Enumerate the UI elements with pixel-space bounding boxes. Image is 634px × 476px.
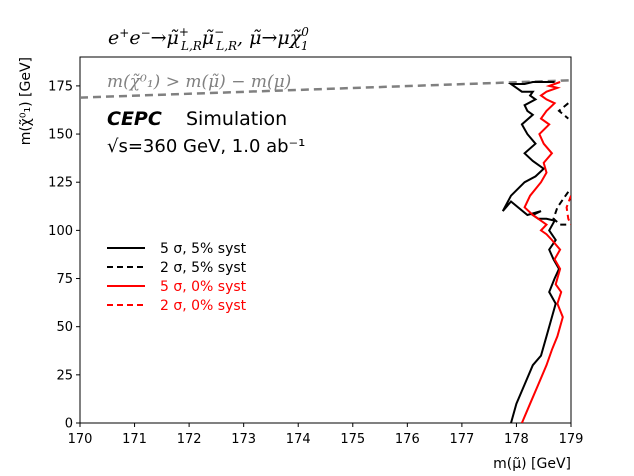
constraint-line — [80, 79, 571, 99]
y-tick-label: 125 — [48, 176, 73, 191]
x-tick-label: 172 — [177, 432, 202, 447]
simulation-label: Simulation — [186, 108, 287, 130]
constraint-label: m(χ̃⁰₁) > m(μ̃) − m(μ) — [107, 72, 291, 92]
series-line-2 — [552, 191, 570, 226]
plot-frame — [79, 56, 572, 424]
legend-label: 2 σ, 0% syst — [160, 298, 247, 314]
y-tick-label: 150 — [48, 128, 73, 143]
y-tick-label: 100 — [48, 224, 73, 239]
legend-label: 5 σ, 5% syst — [160, 241, 247, 257]
experiment-label: CEPC — [107, 108, 162, 130]
x-tick-label: 176 — [395, 432, 420, 447]
y-tick-label: 50 — [56, 320, 73, 335]
x-tick-label: 179 — [559, 432, 584, 447]
series-layer — [80, 79, 571, 423]
legend-label: 5 σ, 0% syst — [160, 279, 247, 295]
x-tick-label: 170 — [68, 432, 93, 447]
series-line-4 — [565, 195, 571, 226]
x-axis-title: m(μ̃) [GeV] — [493, 456, 571, 472]
series-line-1 — [501, 81, 561, 423]
legend: 5 σ, 5% syst 2 σ, 5% syst 5 σ, 0% syst 2 σ,… — [107, 241, 247, 314]
x-tick-label: 178 — [504, 432, 529, 447]
energy-label: √s=360 GeV, 1.0 ab⁻¹ — [107, 136, 305, 157]
x-tick-label: 177 — [449, 432, 474, 447]
y-tick-label: 175 — [48, 79, 73, 94]
legend-label: 2 σ, 5% syst — [160, 260, 247, 276]
series-line-3 — [520, 81, 564, 423]
chart-title: e+e−→μ̃+ L,Rμ̃− L,R, μ̃→μχ̃0 1 — [108, 25, 309, 53]
x-axis-ticks: 170 171 172 173 174 175 176 177 178 179 — [68, 423, 584, 447]
x-tick-label: 175 — [340, 432, 365, 447]
x-tick-label: 173 — [231, 432, 256, 447]
y-tick-label: 0 — [65, 417, 73, 432]
y-tick-label: 75 — [56, 272, 73, 287]
series-line-2-segment-2 — [557, 102, 569, 120]
y-axis-ticks: 0 25 50 75 100 125 150 175 — [48, 79, 80, 432]
x-tick-label: 174 — [286, 432, 311, 447]
y-tick-label: 25 — [56, 368, 73, 383]
y-axis-title: m(χ̃⁰₁) [GeV] — [18, 57, 34, 145]
x-tick-label: 171 — [122, 432, 147, 447]
